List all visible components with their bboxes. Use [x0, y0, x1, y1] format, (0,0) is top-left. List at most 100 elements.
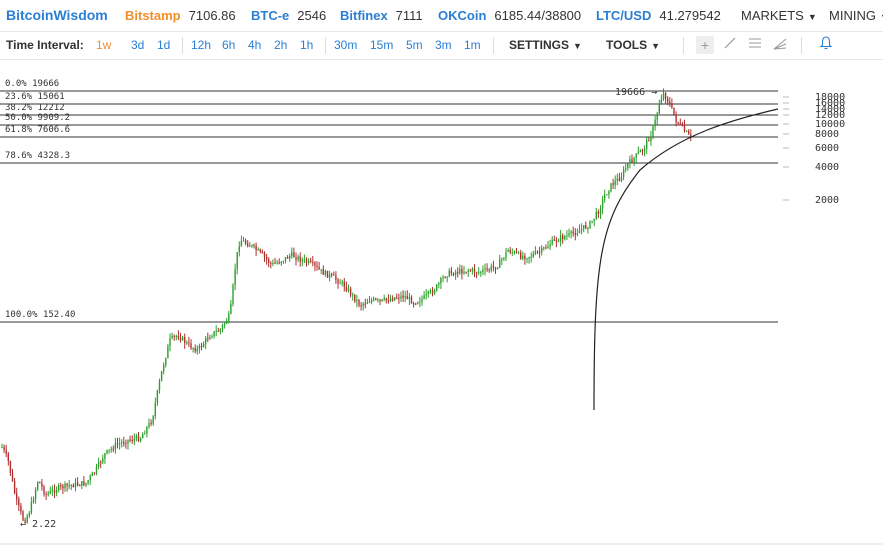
separator	[182, 37, 183, 54]
crosshair-icon[interactable]: +	[696, 36, 714, 54]
candle-body	[595, 211, 597, 219]
candle-body	[156, 390, 159, 404]
candle-body	[559, 235, 562, 242]
candle-body	[16, 493, 18, 500]
candle-body	[499, 259, 501, 269]
candle-body	[270, 262, 272, 264]
candle-body	[505, 251, 507, 258]
interval-1w[interactable]: 1w	[96, 38, 112, 52]
candle-body	[417, 302, 419, 304]
candle-body	[95, 466, 98, 473]
candle-body	[671, 103, 673, 108]
fib-lines-icon[interactable]	[746, 36, 764, 54]
candle-body	[683, 125, 686, 132]
candle-body	[442, 277, 444, 279]
price-chart[interactable]: 0.0% 19666 23.6% 15061 38.2% 12212 50.0%…	[0, 60, 883, 546]
candle-body	[230, 303, 232, 314]
candle-body	[316, 265, 318, 267]
candle-body	[406, 296, 408, 300]
candle-body	[597, 211, 600, 214]
interval-6h[interactable]: 6h	[222, 38, 236, 52]
candle-body	[18, 499, 20, 506]
candle-body	[381, 299, 383, 302]
candle-body	[114, 443, 117, 450]
interval-3m[interactable]: 3m	[435, 38, 452, 52]
ticker-btce[interactable]: BTC-e 2546	[251, 8, 326, 23]
candle-body	[51, 489, 54, 491]
interval-1d[interactable]: 1d	[157, 38, 171, 52]
candle-body	[129, 439, 131, 441]
ticker-price: 7111	[395, 8, 423, 23]
interval-5m[interactable]: 5m	[406, 38, 423, 52]
candle-body	[383, 298, 385, 300]
markets-menu[interactable]: MARKETS ▼	[741, 8, 817, 23]
interval-3d[interactable]: 3d	[131, 38, 145, 52]
candle-body	[652, 126, 654, 137]
candle-body	[362, 303, 364, 306]
mining-menu[interactable]: MINING ▼	[829, 8, 883, 23]
line-draw-icon[interactable]	[721, 36, 739, 54]
candle-body	[139, 438, 142, 442]
candle-body	[501, 259, 503, 261]
candle-body	[461, 268, 463, 274]
candle-body	[618, 178, 621, 181]
candle-body	[135, 435, 138, 439]
interval-15m[interactable]: 15m	[370, 38, 394, 52]
interval-2h[interactable]: 2h	[274, 38, 288, 52]
fan-icon[interactable]	[771, 36, 789, 54]
candle-body	[104, 453, 106, 459]
alert-bell-icon[interactable]	[817, 36, 835, 54]
candle-body	[5, 450, 7, 454]
candle-body	[196, 348, 198, 352]
candle-body	[299, 256, 301, 262]
candle-body	[341, 281, 343, 284]
tools-menu[interactable]: TOOLS ▼	[606, 38, 660, 52]
candle-body	[631, 159, 633, 163]
candle-body	[690, 134, 692, 139]
ticker-okcoin[interactable]: OKCoin 6185.44/38800	[438, 8, 581, 23]
ticker-ltcusd[interactable]: LTC/USD 41.279542	[596, 8, 721, 23]
candle-body	[347, 288, 350, 291]
candle-body	[375, 298, 377, 300]
brand-logo[interactable]: BitcoinWisdom	[6, 7, 108, 23]
candle-body	[127, 439, 129, 444]
candle-body	[173, 335, 175, 337]
interval-12h[interactable]: 12h	[191, 38, 212, 52]
candle-body	[599, 208, 602, 214]
candle-body	[484, 268, 486, 270]
ticker-bitfinex[interactable]: Bitfinex 7111	[340, 8, 423, 23]
candles	[1, 88, 692, 525]
candle-body	[433, 290, 436, 294]
candle-body	[356, 300, 358, 302]
candle-body	[280, 261, 282, 264]
candle-body	[169, 337, 171, 347]
ticker-bitstamp[interactable]: Bitstamp 7106.86	[125, 8, 236, 23]
settings-menu[interactable]: SETTINGS ▼	[509, 38, 582, 52]
candle-body	[629, 159, 631, 164]
candle-body	[486, 268, 488, 270]
candle-body	[219, 329, 222, 332]
candle-body	[133, 438, 135, 441]
candle-body	[223, 323, 226, 326]
candle-body	[333, 274, 335, 276]
candle-body	[146, 426, 148, 434]
candle-body	[452, 273, 455, 276]
candle-body	[402, 295, 404, 298]
candle-body	[459, 268, 461, 274]
candle-body	[343, 281, 345, 287]
candle-body	[685, 131, 688, 133]
interval-1m[interactable]: 1m	[464, 38, 481, 52]
candle-body	[492, 266, 495, 268]
candle-body	[394, 297, 396, 301]
candle-body	[410, 296, 413, 304]
candle-body	[228, 313, 230, 321]
candle-body	[320, 269, 322, 271]
interval-1h[interactable]: 1h	[300, 38, 314, 52]
interval-4h[interactable]: 4h	[248, 38, 262, 52]
axis-label: 8000	[815, 129, 839, 140]
interval-30m[interactable]: 30m	[334, 38, 358, 52]
candle-body	[259, 249, 261, 252]
candle-body	[389, 298, 392, 302]
candle-body	[102, 458, 104, 463]
candle-body	[284, 256, 287, 261]
